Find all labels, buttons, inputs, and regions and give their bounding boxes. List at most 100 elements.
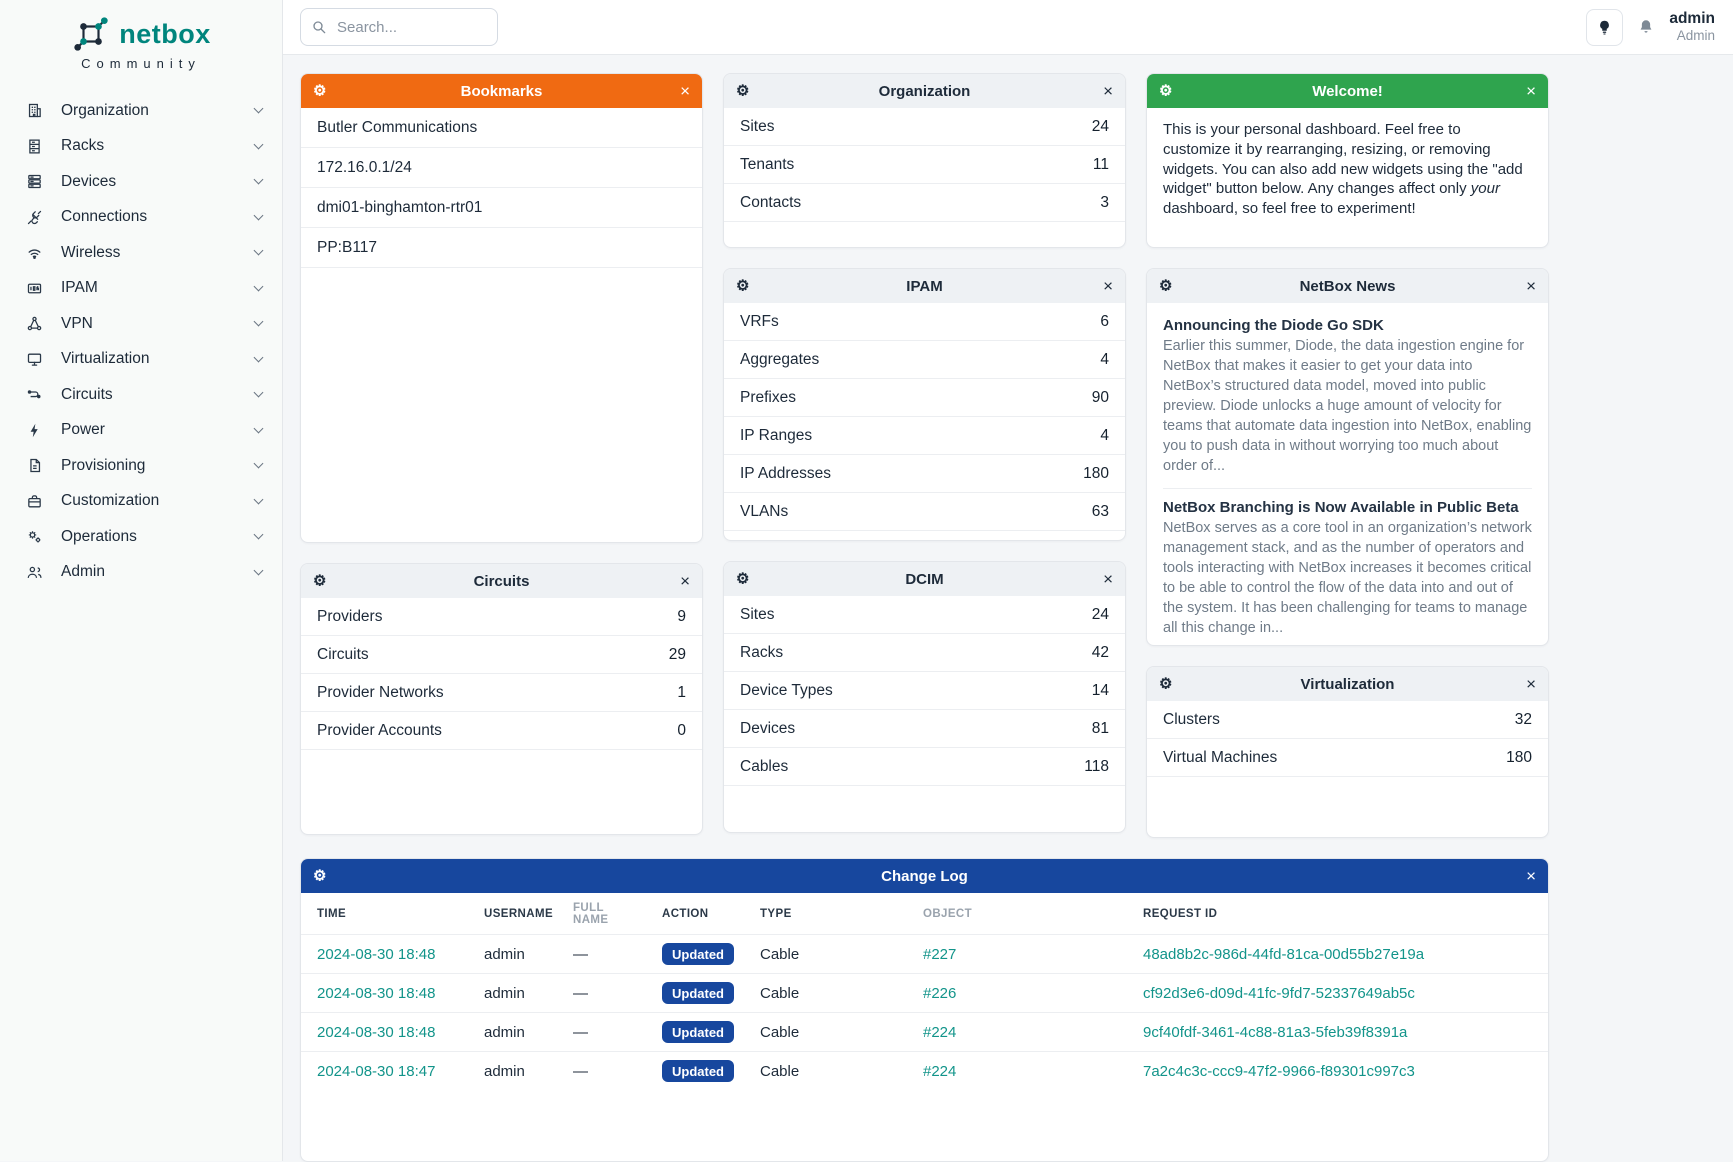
gear-icon[interactable]: ⚙ [313, 867, 327, 885]
stat-label[interactable]: Virtual Machines [1163, 748, 1278, 766]
stat-label[interactable]: Sites [740, 605, 775, 623]
status-badge: Updated [662, 1060, 734, 1082]
close-icon[interactable]: × [1526, 866, 1536, 886]
changelog-type: Cable [748, 1051, 911, 1090]
changelog-time-link[interactable]: 2024-08-30 18:47 [301, 1051, 472, 1090]
stat-row: Cables 118 [724, 748, 1125, 786]
stat-label[interactable]: Providers [317, 607, 383, 625]
stat-label[interactable]: Prefixes [740, 388, 796, 406]
ipam-widget: ⚙ IPAM × VRFs 6 Aggregates 4 Prefixes 90… [723, 268, 1126, 541]
stat-label[interactable]: Circuits [317, 645, 369, 663]
bookmark-link[interactable]: Butler Communications [301, 108, 702, 148]
stat-label[interactable]: Sites [740, 117, 775, 135]
stat-value: 42 [1091, 643, 1109, 661]
close-icon[interactable]: × [1526, 276, 1536, 296]
stat-label[interactable]: Device Types [740, 681, 833, 699]
close-icon[interactable]: × [1526, 674, 1536, 694]
sidebar-item-label: Virtualization [61, 350, 150, 368]
table-row: 2024-08-30 18:48 admin — Updated Cable #… [301, 973, 1548, 1013]
welcome-text: This is your personal dashboard. Feel fr… [1163, 121, 1523, 218]
changelog-request-id-link[interactable]: 48ad8b2c-986d-44fd-81ca-00d55b27e19a [1131, 934, 1548, 974]
notifications-button[interactable] [1637, 18, 1655, 36]
close-icon[interactable]: × [1103, 569, 1113, 589]
close-icon[interactable]: × [1526, 81, 1536, 101]
changelog-fullname: — [561, 973, 650, 1013]
changelog-object-link[interactable]: #227 [911, 934, 1131, 974]
news-article-title[interactable]: NetBox Branching is Now Available in Pub… [1163, 499, 1519, 516]
sidebar-item[interactable]: Customization [0, 484, 282, 520]
changelog-time-link[interactable]: 2024-08-30 18:48 [301, 973, 472, 1013]
bookmark-link[interactable]: PP:B117 [301, 228, 702, 268]
stat-label[interactable]: VLANs [740, 502, 789, 520]
close-icon[interactable]: × [680, 571, 690, 591]
table-column-header: Action [662, 908, 709, 920]
changelog-object-link[interactable]: #226 [911, 973, 1131, 1013]
sidebar-item[interactable]: Power [0, 413, 282, 449]
sidebar-item[interactable]: Admin [0, 555, 282, 591]
close-icon[interactable]: × [680, 81, 690, 101]
theme-toggle-button[interactable] [1586, 8, 1624, 46]
stat-label[interactable]: Contacts [740, 193, 802, 211]
changelog-object-link[interactable]: #224 [911, 1012, 1131, 1052]
bookmark-link[interactable]: 172.16.0.1/24 [301, 148, 702, 188]
gear-icon[interactable]: ⚙ [1159, 675, 1173, 693]
server-stack-icon [26, 173, 43, 190]
stat-label[interactable]: Provider Accounts [317, 721, 442, 739]
sidebar-item[interactable]: Racks [0, 129, 282, 165]
stat-label[interactable]: VRFs [740, 312, 779, 330]
changelog-request-id-link[interactable]: cf92d3e6-d09d-41fc-9fd7-52337649ab5c [1131, 973, 1548, 1013]
stat-value: 4 [1100, 350, 1109, 368]
stat-label[interactable]: Provider Networks [317, 683, 444, 701]
gear-icon[interactable]: ⚙ [1159, 82, 1173, 100]
bookmark-link[interactable]: dmi01-binghamton-rtr01 [301, 188, 702, 228]
sidebar-item[interactable]: Organization [0, 93, 282, 129]
stat-label[interactable]: Aggregates [740, 350, 820, 368]
close-icon[interactable]: × [1103, 276, 1113, 296]
stat-row: Tenants 11 [724, 146, 1125, 184]
gear-icon[interactable]: ⚙ [1159, 277, 1173, 295]
changelog-time-link[interactable]: 2024-08-30 18:48 [301, 1012, 472, 1052]
widget-title: NetBox News [1299, 277, 1396, 295]
changelog-request-id-link[interactable]: 9cf40fdf-3461-4c88-81a3-5feb39f8391a [1131, 1012, 1548, 1052]
sidebar-item[interactable]: Wireless [0, 235, 282, 271]
stat-label[interactable]: Devices [740, 719, 796, 737]
sidebar-item-label: Wireless [61, 243, 121, 261]
widget-title: Organization [878, 82, 971, 100]
user-menu[interactable]: admin Admin [1669, 10, 1715, 43]
gear-icon[interactable]: ⚙ [736, 82, 750, 100]
organization-widget: ⚙ Organization × Sites 24 Tenants 11 Con… [723, 73, 1126, 248]
sidebar-item[interactable]: Connections [0, 200, 282, 236]
stat-value: 1 [677, 683, 686, 701]
stat-label[interactable]: IP Ranges [740, 426, 813, 444]
widget-title: IPAM [906, 277, 943, 295]
sidebar-item[interactable]: Operations [0, 519, 282, 555]
sidebar-item-label: Power [61, 421, 105, 439]
stat-label[interactable]: Tenants [740, 155, 795, 173]
lightning-bolt-icon [26, 422, 43, 439]
sidebar-item[interactable]: VPN [0, 306, 282, 342]
sidebar-item[interactable]: Virtualization [0, 342, 282, 378]
search-input[interactable] [337, 18, 487, 36]
changelog-request-id-link[interactable]: 7a2c4c3c-ccc9-47f2-9966-f89301c997c3 [1131, 1051, 1548, 1090]
changelog-time-link[interactable]: 2024-08-30 18:48 [301, 934, 472, 974]
gear-icon[interactable]: ⚙ [736, 277, 750, 295]
changelog-username: admin [472, 1051, 561, 1090]
stat-value: 180 [1083, 464, 1109, 482]
sidebar-item[interactable]: IPAM [0, 271, 282, 307]
stat-label[interactable]: Cables [740, 757, 789, 775]
brand-block[interactable]: netbox Community [0, 0, 282, 75]
gear-icon[interactable]: ⚙ [313, 572, 327, 590]
stat-label[interactable]: IP Addresses [740, 464, 832, 482]
chevron-down-icon [253, 174, 264, 185]
gear-icon[interactable]: ⚙ [313, 82, 327, 100]
stat-label[interactable]: Racks [740, 643, 784, 661]
sidebar-item[interactable]: Provisioning [0, 448, 282, 484]
stat-label[interactable]: Clusters [1163, 710, 1220, 728]
news-article-title[interactable]: Announcing the Diode Go SDK [1163, 317, 1384, 334]
sidebar-item[interactable]: Circuits [0, 377, 282, 413]
changelog-object-link[interactable]: #224 [911, 1051, 1131, 1090]
stat-row: Devices 81 [724, 710, 1125, 748]
close-icon[interactable]: × [1103, 81, 1113, 101]
gear-icon[interactable]: ⚙ [736, 570, 750, 588]
sidebar-item[interactable]: Devices [0, 164, 282, 200]
